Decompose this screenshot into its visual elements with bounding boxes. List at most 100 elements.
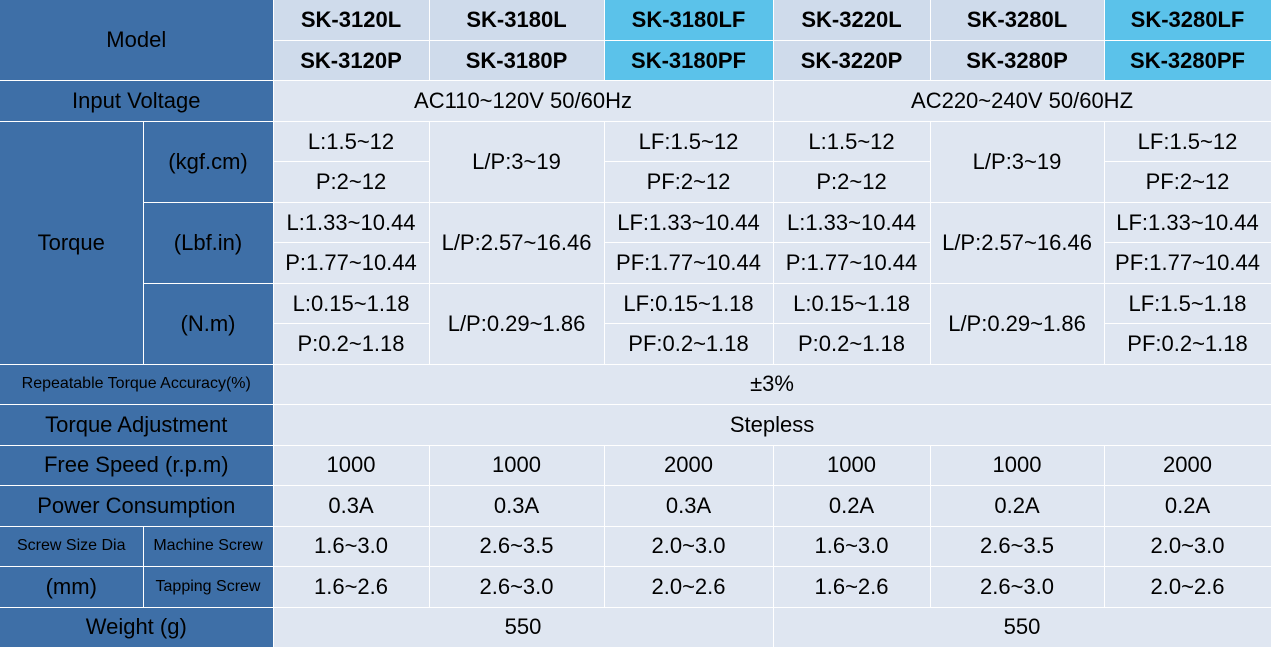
tapping-screw-value: 1.6~2.6	[273, 566, 430, 608]
torque-value: L/P:0.29~1.86	[429, 283, 605, 365]
model-name: SK-3120P	[273, 40, 430, 82]
power-row: Power Consumption 0.3A 0.3A 0.3A 0.2A 0.…	[0, 485, 1271, 527]
torque-value: LF:1.5~12	[604, 121, 774, 163]
model-name: SK-3180P	[429, 40, 605, 82]
free-speed-row: Free Speed (r.p.m) 1000 1000 2000 1000 1…	[0, 445, 1271, 487]
torque-value: P:2~12	[273, 161, 430, 203]
model-name: SK-3280PF	[1104, 40, 1271, 82]
torque-value: P:2~12	[773, 161, 931, 203]
torque-value: P:0.2~1.18	[273, 323, 430, 365]
power-value: 0.2A	[773, 485, 931, 527]
torque-value: LF:1.5~1.18	[1104, 283, 1271, 325]
torque-kgf-row-1: Torque (kgf.cm) L:1.5~12 L/P:3~19 LF:1.5…	[0, 121, 1271, 365]
torque-value: LF:1.5~12	[1104, 121, 1271, 163]
free-speed-value: 1000	[429, 445, 605, 487]
torque-adjust-value: Stepless	[273, 404, 1271, 446]
repeat-accuracy-value: ±3%	[273, 364, 1271, 406]
voltage-high: AC220~240V 50/60HZ	[773, 80, 1271, 122]
torque-value: L/P:3~19	[930, 121, 1105, 203]
model-name: SK-3180PF	[604, 40, 774, 82]
model-label: Model	[0, 0, 274, 82]
power-label: Power Consumption	[0, 485, 274, 527]
screw-size-unit: (mm)	[0, 566, 144, 608]
torque-value: L/P:2.57~16.46	[930, 202, 1105, 284]
model-name: SK-3180LF	[604, 0, 774, 41]
torque-value: P:0.2~1.18	[773, 323, 931, 365]
torque-value: L:1.33~10.44	[773, 202, 931, 244]
torque-unit-kgf: (kgf.cm)	[143, 121, 274, 203]
torque-lbf-row-1: (Lbf.in) L:1.33~10.44 L/P:2.57~16.46 LF:…	[0, 202, 1271, 284]
screw-size-label: Screw Size Dia	[0, 526, 144, 568]
torque-kgf-row-2: P:2~12 PF:2~12 P:2~12 PF:2~12	[0, 161, 1271, 203]
model-name: SK-3280P	[930, 40, 1105, 82]
power-value: 0.3A	[273, 485, 430, 527]
torque-adjust-row: Torque Adjustment Stepless	[0, 404, 1271, 446]
torque-value: L/P:3~19	[429, 121, 605, 203]
power-value: 0.3A	[429, 485, 605, 527]
torque-label: Torque	[0, 121, 144, 365]
machine-screw-value: 2.0~3.0	[1104, 526, 1271, 568]
torque-lbf-row-2: P:1.77~10.44 PF:1.77~10.44 P:1.77~10.44 …	[0, 242, 1271, 284]
weight-value-low: 550	[273, 607, 774, 648]
torque-value: L:1.5~12	[773, 121, 931, 163]
free-speed-value: 2000	[604, 445, 774, 487]
machine-screw-value: 2.0~3.0	[604, 526, 774, 568]
torque-value: LF:0.15~1.18	[604, 283, 774, 325]
torque-value: LF:1.33~10.44	[1104, 202, 1271, 244]
torque-value: PF:2~12	[1104, 161, 1271, 203]
free-speed-value: 2000	[1104, 445, 1271, 487]
model-name: SK-3280LF	[1104, 0, 1271, 41]
machine-screw-value: 2.6~3.5	[429, 526, 605, 568]
model-name: SK-3280L	[930, 0, 1105, 41]
free-speed-value: 1000	[930, 445, 1105, 487]
torque-value: L/P:0.29~1.86	[930, 283, 1105, 365]
machine-screw-value: 2.6~3.5	[930, 526, 1105, 568]
model-row-2: SK-3120P SK-3180P SK-3180PF SK-3220P SK-…	[0, 40, 1271, 82]
torque-value: PF:0.2~1.18	[1104, 323, 1271, 365]
torque-nm-row-2: P:0.2~1.18 PF:0.2~1.18 P:0.2~1.18 PF:0.2…	[0, 323, 1271, 365]
machine-screw-label: Machine Screw	[143, 526, 274, 568]
power-value: 0.3A	[604, 485, 774, 527]
tapping-screw-value: 1.6~2.6	[773, 566, 931, 608]
machine-screw-value: 1.6~3.0	[273, 526, 430, 568]
torque-value: PF:1.77~10.44	[1104, 242, 1271, 284]
machine-screw-value: 1.6~3.0	[773, 526, 931, 568]
free-speed-value: 1000	[273, 445, 430, 487]
tapping-screw-value: 2.0~2.6	[604, 566, 774, 608]
tapping-screw-row: (mm) Tapping Screw 1.6~2.6 2.6~3.0 2.0~2…	[0, 566, 1271, 608]
torque-unit-nm: (N.m)	[143, 283, 274, 365]
model-name: SK-3120L	[273, 0, 430, 41]
torque-value: PF:2~12	[604, 161, 774, 203]
torque-unit-lbf: (Lbf.in)	[143, 202, 274, 284]
free-speed-value: 1000	[773, 445, 931, 487]
model-name: SK-3220L	[773, 0, 931, 41]
power-value: 0.2A	[1104, 485, 1271, 527]
model-row-1: Model SK-3120L SK-3180L SK-3180LF SK-322…	[0, 0, 1271, 82]
torque-value: P:1.77~10.44	[773, 242, 931, 284]
torque-nm-row-1: (N.m) L:0.15~1.18 L/P:0.29~1.86 LF:0.15~…	[0, 283, 1271, 365]
torque-value: P:1.77~10.44	[273, 242, 430, 284]
repeat-accuracy-label: Repeatable Torque Accuracy(%)	[0, 364, 274, 406]
tapping-screw-value: 2.6~3.0	[429, 566, 605, 608]
tapping-screw-value: 2.6~3.0	[930, 566, 1105, 608]
input-voltage-label: Input Voltage	[0, 80, 274, 122]
power-value: 0.2A	[930, 485, 1105, 527]
torque-value: L:1.5~12	[273, 121, 430, 163]
tapping-screw-value: 2.0~2.6	[1104, 566, 1271, 608]
torque-value: LF:1.33~10.44	[604, 202, 774, 244]
tapping-screw-label: Tapping Screw	[143, 566, 274, 608]
torque-value: PF:0.2~1.18	[604, 323, 774, 365]
torque-value: L:0.15~1.18	[773, 283, 931, 325]
repeat-accuracy-row: Repeatable Torque Accuracy(%) ±3%	[0, 364, 1271, 406]
model-name: SK-3180L	[429, 0, 605, 41]
voltage-row: Input Voltage AC110~120V 50/60Hz AC220~2…	[0, 80, 1271, 122]
weight-label: Weight (g)	[0, 607, 274, 648]
weight-row: Weight (g) 550 550	[0, 607, 1271, 648]
torque-adjust-label: Torque Adjustment	[0, 404, 274, 446]
torque-value: L/P:2.57~16.46	[429, 202, 605, 284]
model-name: SK-3220P	[773, 40, 931, 82]
torque-value: L:1.33~10.44	[273, 202, 430, 244]
free-speed-label: Free Speed (r.p.m)	[0, 445, 274, 487]
machine-screw-row: Screw Size Dia Machine Screw 1.6~3.0 2.6…	[0, 526, 1271, 568]
